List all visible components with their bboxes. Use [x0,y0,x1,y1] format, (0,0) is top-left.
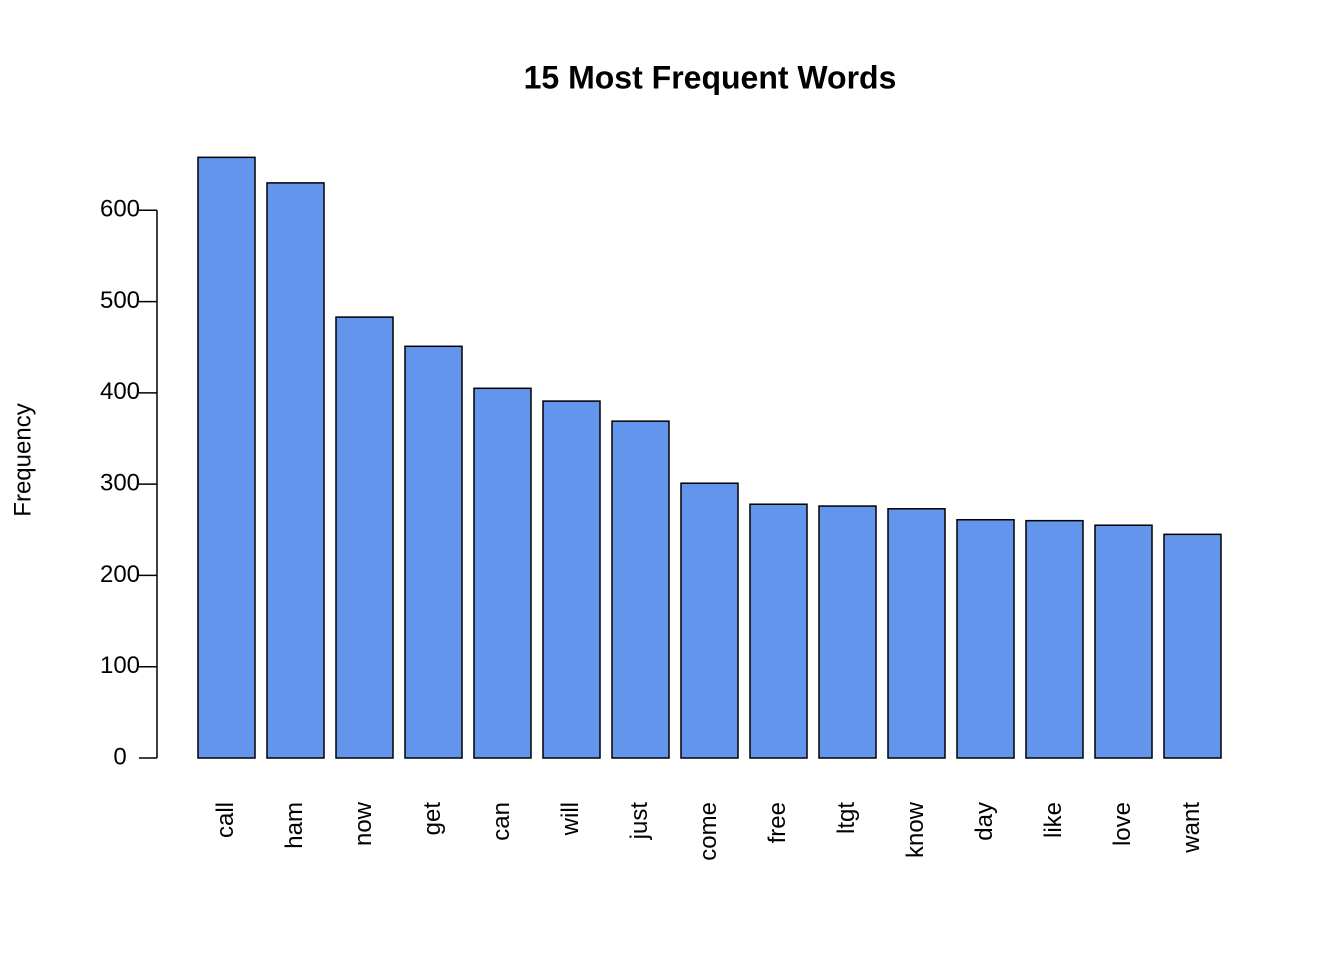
bar [818,505,877,759]
bar [956,518,1015,759]
y-tick-label: 200 [100,561,140,588]
y-tick-label: 600 [100,196,140,223]
chart-title: 15 Most Frequent Words [524,59,897,95]
x-tick-label: love [1109,802,1136,846]
y-tick-label: 400 [100,378,140,405]
y-tick-label: 500 [100,287,140,314]
x-tick-label: get [419,802,446,836]
y-tick-label: 0 [113,743,126,770]
bar [1094,524,1153,759]
x-tick-label: just [626,802,653,841]
bar [749,503,808,759]
x-tick-label: call [212,802,239,838]
x-tick-label: know [902,801,929,858]
x-tick-label: like [1040,802,1067,838]
bar [611,420,670,759]
bar [473,387,532,759]
y-tick-label: 300 [100,469,140,496]
bar [887,508,946,759]
y-axis-label: Frequency [9,403,36,516]
x-tick-label: ltgt [833,802,860,834]
bar [266,182,325,759]
x-tick-label: will [557,802,584,836]
x-tick-label: day [971,802,998,841]
x-tick-label: ham [281,802,308,849]
x-tick-label: free [764,802,791,843]
bar [542,400,601,759]
x-tick-label: now [350,801,377,846]
bar [404,345,463,759]
bar [1025,519,1084,759]
bar [1163,533,1222,759]
x-tick-label: can [488,802,515,841]
y-tick-label: 100 [100,652,140,679]
bar [335,316,394,759]
bar [197,156,256,759]
bar [680,482,739,759]
x-tick-label: want [1178,802,1205,854]
x-tick-label: come [695,802,722,861]
